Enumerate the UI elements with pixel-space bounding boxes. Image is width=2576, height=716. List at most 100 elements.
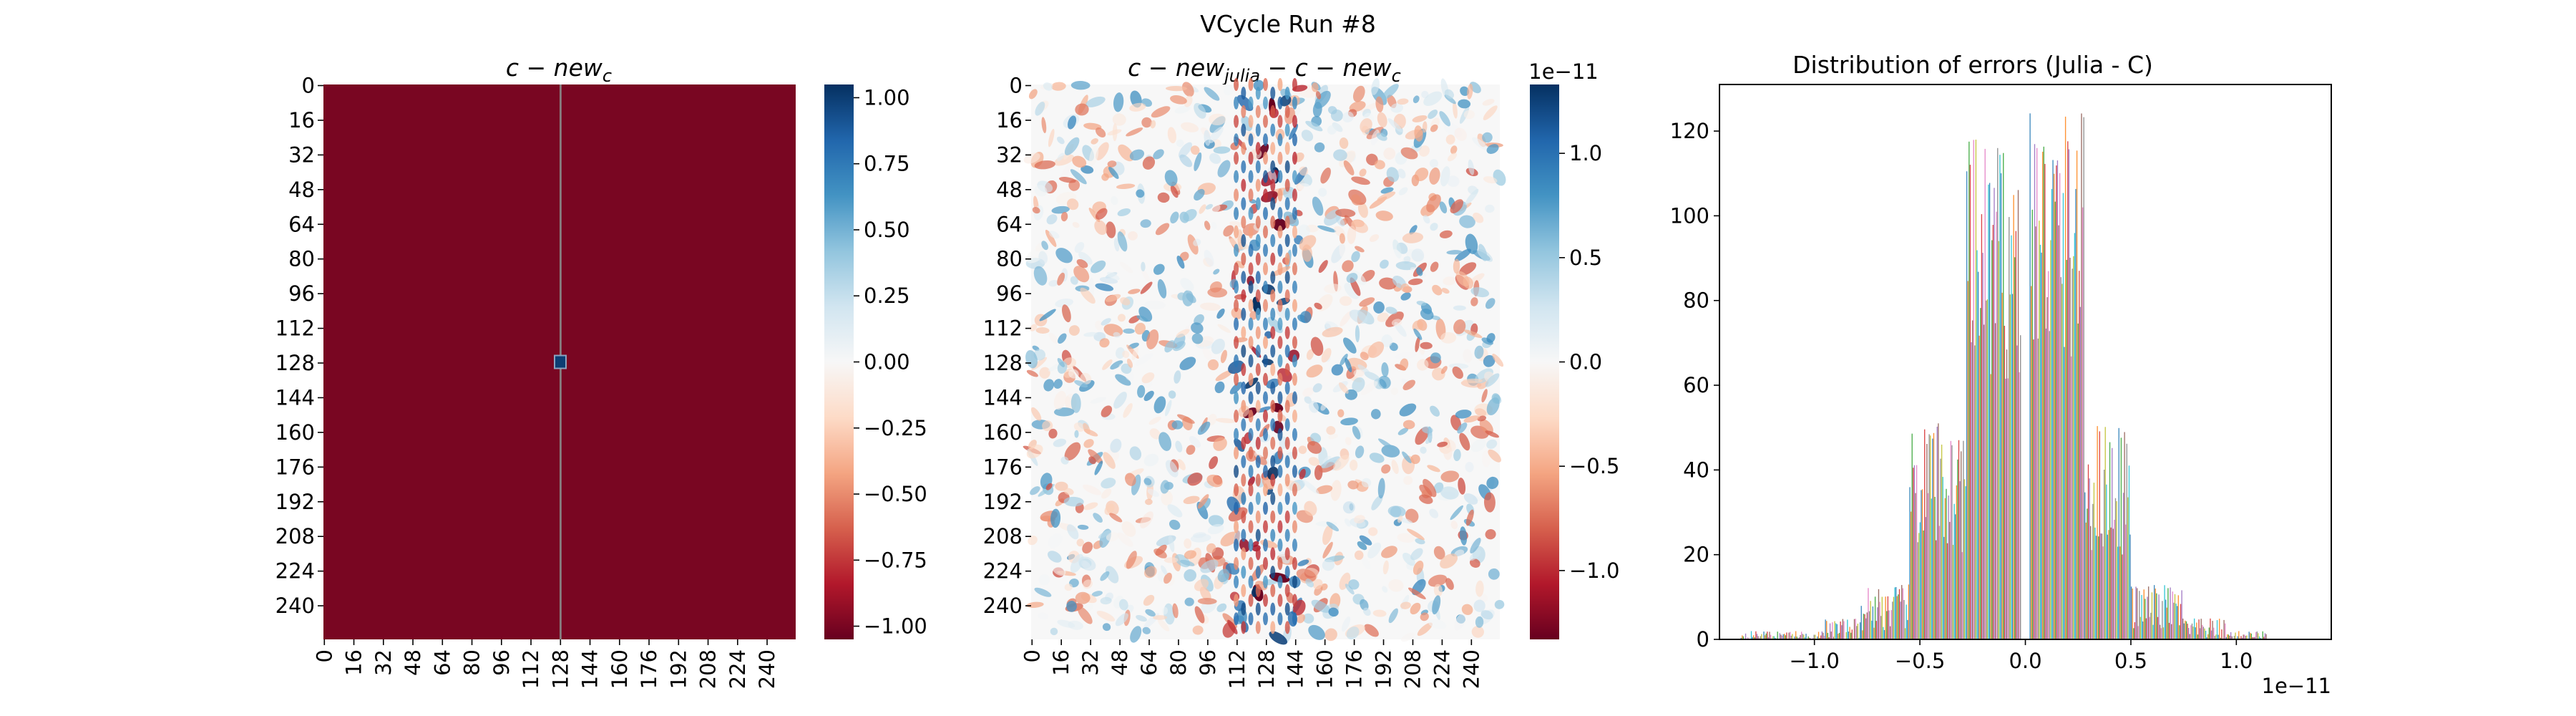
noise-blob xyxy=(1038,251,1048,264)
noise-blob xyxy=(1420,446,1427,454)
histogram-bar xyxy=(1911,433,1913,639)
noise-blob xyxy=(1070,393,1081,413)
noise-blob xyxy=(1357,541,1367,551)
noise-blob xyxy=(1211,204,1221,213)
noise-blob xyxy=(1306,349,1314,360)
noise-blob xyxy=(1491,393,1501,404)
histogram-bar xyxy=(2227,634,2228,639)
noise-blob xyxy=(1026,601,1044,608)
histogram-bar xyxy=(2160,628,2162,639)
stripe-blob xyxy=(1277,262,1283,276)
panel-2-colorbar-multiplier: 1e−11 xyxy=(1528,59,1599,84)
noise-blob xyxy=(1351,220,1368,233)
histogram-bar xyxy=(2210,630,2212,639)
histogram-bar xyxy=(2167,588,2169,639)
noise-blob xyxy=(1038,612,1048,619)
noise-blob xyxy=(1345,357,1352,372)
histogram-bar xyxy=(1860,606,1862,639)
noise-blob xyxy=(1176,139,1184,147)
stripe-blob xyxy=(1248,262,1254,276)
histogram-bar xyxy=(2017,190,2019,639)
noise-blob xyxy=(1126,551,1137,569)
noise-blob xyxy=(1184,569,1196,582)
stripe-blob xyxy=(1292,281,1297,294)
noise-blob xyxy=(1229,382,1243,395)
stripe-blob xyxy=(1241,87,1246,100)
noise-blob xyxy=(1053,379,1063,389)
histogram-bar xyxy=(2158,594,2160,639)
noise-blob xyxy=(1215,369,1233,382)
histogram-bar xyxy=(2208,627,2210,639)
noise-blob xyxy=(1030,486,1040,495)
noise-blob xyxy=(1420,342,1433,349)
noise-blob xyxy=(1091,138,1098,145)
noise-blob xyxy=(1378,438,1395,451)
y-tick-label: 60 xyxy=(1683,373,1709,397)
histogram-bar xyxy=(2240,636,2242,639)
histogram-bar xyxy=(1915,493,1916,639)
noise-blob xyxy=(1307,441,1322,454)
noise-blob xyxy=(1308,400,1319,413)
noise-blob xyxy=(1143,478,1152,485)
histogram-bar xyxy=(1780,634,1782,639)
stripe-blob xyxy=(1241,363,1246,377)
figure-suptitle: VCycle Run #8 xyxy=(1200,10,1376,38)
histogram-bar xyxy=(1773,636,1775,639)
noise-blob xyxy=(1322,559,1335,571)
noise-blob xyxy=(1249,311,1258,320)
noise-blob xyxy=(1407,528,1425,541)
colorbar-scale xyxy=(1530,84,1559,639)
histogram-bar xyxy=(1769,632,1770,639)
noise-blob xyxy=(1165,400,1172,417)
noise-blob xyxy=(1094,220,1108,236)
noise-blob xyxy=(1423,478,1437,498)
histogram-bar xyxy=(2108,530,2109,639)
stripe-blob xyxy=(1248,115,1254,128)
histogram-bar xyxy=(1921,489,1923,639)
histogram-bar xyxy=(1747,637,1749,639)
x-tick-label: 208 xyxy=(696,649,721,689)
noise-blob xyxy=(1472,137,1489,150)
noise-blob xyxy=(1485,204,1495,213)
noise-blob xyxy=(1168,390,1176,399)
noise-blob xyxy=(1312,196,1324,216)
stripe-blob xyxy=(1255,307,1261,321)
noise-blob xyxy=(1470,287,1490,298)
histogram-bar xyxy=(2195,627,2196,639)
noise-blob xyxy=(1119,261,1133,274)
noise-blob xyxy=(1430,261,1439,272)
noise-blob xyxy=(1048,280,1058,287)
stripe-blob xyxy=(1241,602,1246,616)
noise-blob xyxy=(1048,332,1058,344)
noise-blob xyxy=(1453,449,1461,462)
stripe-blob xyxy=(1270,584,1276,597)
histogram-bar xyxy=(1913,465,1916,639)
noise-blob xyxy=(1326,425,1336,435)
stripe-blob xyxy=(1234,612,1239,626)
histogram-bar xyxy=(2102,546,2104,639)
noise-blob xyxy=(1382,560,1389,575)
noise-blob xyxy=(1419,494,1433,504)
noise-blob xyxy=(1175,440,1183,453)
noise-blob xyxy=(1123,403,1133,418)
stripe-blob xyxy=(1255,510,1261,523)
noise-blob xyxy=(1046,214,1058,225)
noise-blob xyxy=(1187,234,1199,255)
noise-blob xyxy=(1187,472,1203,486)
noise-blob xyxy=(1297,183,1310,190)
noise-blob xyxy=(1305,579,1314,588)
noise-blob xyxy=(1197,598,1217,605)
stripe-blob xyxy=(1263,188,1268,202)
noise-blob xyxy=(1403,475,1413,485)
noise-blob xyxy=(1170,211,1179,224)
noise-blob xyxy=(1153,149,1164,160)
histogram-bar xyxy=(1924,429,1926,639)
noise-blob xyxy=(1170,95,1187,105)
noise-blob xyxy=(1385,306,1397,314)
stripe-blob xyxy=(1270,437,1276,450)
noise-blob xyxy=(1073,266,1090,283)
noise-blob xyxy=(1091,591,1103,597)
colorbar-tick-label: 1.0 xyxy=(1569,141,1602,165)
histogram-bar xyxy=(1903,600,1905,639)
stripe-blob xyxy=(1270,289,1276,303)
